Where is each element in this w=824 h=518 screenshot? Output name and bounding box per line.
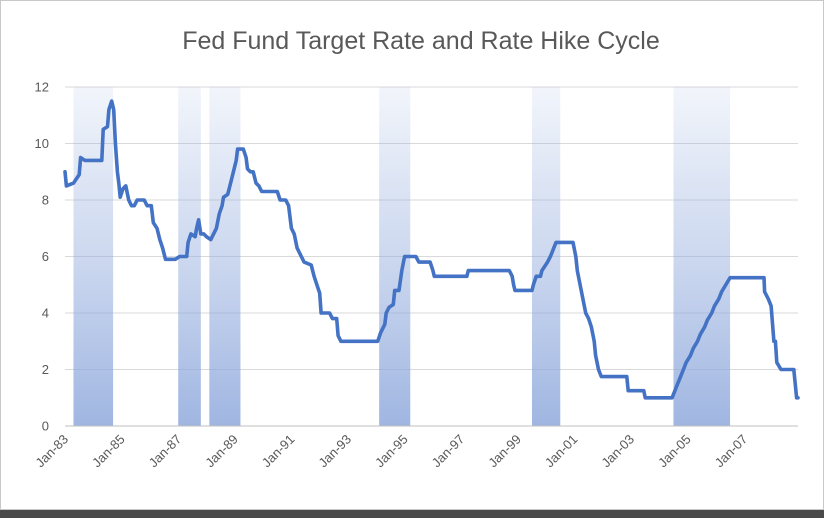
y-tick-label: 8 (42, 193, 49, 208)
hike-cycle-band-4 (531, 87, 561, 426)
x-tick-label: Jan-85 (89, 432, 128, 471)
hike-cycle-band-0 (73, 87, 114, 426)
y-tick-label: 12 (35, 80, 49, 95)
y-tick-label: 2 (42, 362, 49, 377)
y-tick-label: 10 (35, 136, 49, 151)
chart-title: Fed Fund Target Rate and Rate Hike Cycle (182, 27, 660, 55)
x-tick-label: Jan-03 (598, 432, 637, 471)
x-tick-label: Jan-91 (259, 432, 298, 471)
x-tick-label: Jan-87 (146, 432, 185, 471)
hike-cycle-bands (73, 87, 731, 426)
x-tick-label: Jan-97 (429, 432, 468, 471)
bottom-strip (0, 510, 824, 518)
x-tick-label: Jan-83 (32, 432, 71, 471)
x-tick-label: Jan-01 (542, 432, 581, 471)
x-tick-label: Jan-07 (712, 432, 751, 471)
hike-cycle-band-1 (178, 87, 201, 426)
x-tick-label: Jan-89 (202, 432, 241, 471)
x-tick-label: Jan-99 (485, 432, 524, 471)
line-layer (63, 99, 800, 400)
series-line-fed-fund-rate (63, 99, 800, 400)
x-tick-label: Jan-95 (372, 432, 411, 471)
x-tick-label: Jan-05 (655, 432, 694, 471)
y-tick-label: 6 (42, 249, 49, 264)
y-tick-label: 4 (42, 306, 49, 321)
hike-cycle-band-2 (209, 87, 241, 426)
x-tick-label: Jan-93 (315, 432, 354, 471)
y-tick-label: 0 (42, 419, 49, 434)
